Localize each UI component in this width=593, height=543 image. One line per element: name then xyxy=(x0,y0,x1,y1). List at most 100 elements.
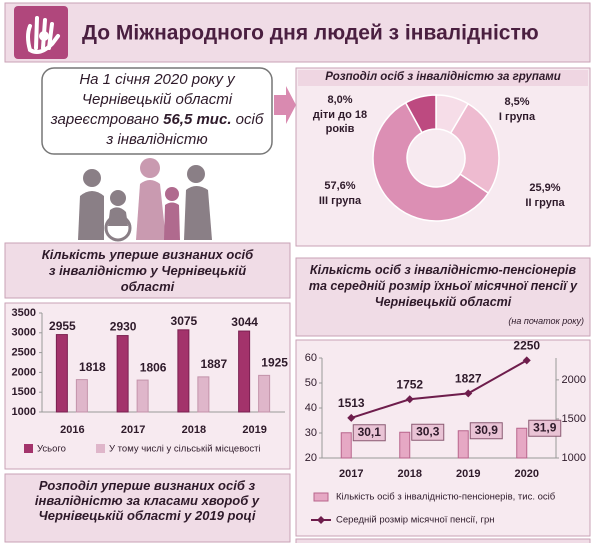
y2-tick-label: 1000 xyxy=(562,452,586,464)
x-tick-label: 2020 xyxy=(515,468,539,480)
y-tick-label: 1500 xyxy=(12,386,36,398)
intro-box xyxy=(41,67,273,155)
pie-category-label: ІІІ група xyxy=(318,195,362,207)
figure-head xyxy=(110,190,126,206)
y2-tick-label: 1500 xyxy=(562,413,586,425)
bar-value-label: 1925 xyxy=(261,356,288,370)
bar xyxy=(75,379,88,413)
y-tick-label: 2000 xyxy=(12,366,36,378)
figure-head xyxy=(165,187,179,201)
illustration xyxy=(78,158,212,242)
pie-slice xyxy=(404,94,437,134)
pie-category-label: діти до 18 років xyxy=(312,109,368,135)
bar-value-label: 30,9 xyxy=(475,423,499,437)
bar-title-panel xyxy=(4,242,291,299)
value-label-box xyxy=(528,419,562,437)
line-value-label: 1752 xyxy=(396,377,423,391)
bar xyxy=(399,431,411,459)
x-tick-label: 2018 xyxy=(398,468,422,480)
x-tick-label: 2018 xyxy=(182,424,206,436)
pie-slice xyxy=(449,102,500,195)
line-marker xyxy=(405,395,414,404)
line xyxy=(350,359,528,419)
pie-title: Розподіл осіб з інвалідністю за групами xyxy=(325,71,561,83)
pie-value-label: 8,5% xyxy=(504,96,530,108)
legend-label: Середній розмір місячної пенсії, грн xyxy=(336,515,494,526)
bar-value-label: 30,3 xyxy=(416,424,440,438)
header-bar xyxy=(4,2,591,63)
bar-value-label: 2955 xyxy=(49,319,76,333)
hand-heart xyxy=(39,31,49,41)
line-marker xyxy=(464,389,473,398)
line-marker xyxy=(347,413,356,422)
line-value-label: 2250 xyxy=(513,339,540,353)
bar-value-label: 1806 xyxy=(140,360,167,374)
value-label-box xyxy=(469,422,503,440)
pie-value-label: 8,0% xyxy=(327,94,353,106)
y-tick-label: 60 xyxy=(305,352,317,364)
wheel xyxy=(104,214,132,242)
figure-head xyxy=(187,165,205,183)
bar xyxy=(258,374,271,413)
y-tick-label: 20 xyxy=(305,452,317,464)
x-tick-label: 2019 xyxy=(456,468,480,480)
x-tick-label: 2019 xyxy=(242,424,266,436)
figure-body xyxy=(136,180,166,240)
bar xyxy=(116,335,129,413)
x-tick-label: 2017 xyxy=(121,424,145,436)
bar-value-label: 1818 xyxy=(79,360,106,374)
y-tick-label: 50 xyxy=(305,377,317,389)
figure-head xyxy=(83,169,101,187)
figure-head xyxy=(140,158,160,178)
bar xyxy=(340,432,352,459)
intro-text: На 1 січня 2020 року у Чернівецькій обла… xyxy=(46,70,268,150)
pie-category-label: І група xyxy=(498,111,536,123)
bar xyxy=(238,330,251,413)
bar xyxy=(457,430,469,459)
legend-label: У тому числі у сільській місцевості xyxy=(109,444,261,455)
x-tick-label: 2017 xyxy=(339,468,363,480)
footer-title: Розподіл уперше визнаних осіб з інвалідн… xyxy=(34,478,260,523)
y-tick-label: 3500 xyxy=(12,307,36,319)
intro-text-before: На 1 січня 2020 року у Чернівецькій обла… xyxy=(50,71,235,128)
value-label-box xyxy=(352,424,386,442)
bar xyxy=(177,329,190,413)
y-tick-label: 3000 xyxy=(12,327,36,339)
intro-text-after: осіб з інвалідністю xyxy=(106,111,264,148)
bar-value-label: 3075 xyxy=(171,314,198,328)
bar-title: Кількість уперше визнаних осіб з інвалід… xyxy=(41,247,254,294)
bar xyxy=(55,334,68,413)
bar-value-label: 3044 xyxy=(231,315,258,329)
bar xyxy=(197,376,210,413)
combo-subtitle: (на початок року) xyxy=(508,316,584,326)
pie-title-bar xyxy=(298,70,588,86)
line-value-label: 1513 xyxy=(338,396,365,410)
pie-value-label: 25,9% xyxy=(529,182,561,194)
arrow xyxy=(274,86,296,124)
y-tick-label: 40 xyxy=(305,402,317,414)
footer-panel xyxy=(4,473,291,543)
intro-highlight: 56,5 тис. xyxy=(163,111,232,128)
pie-slice xyxy=(372,101,490,222)
legend-swatch xyxy=(313,492,329,502)
legend-label: Усього xyxy=(37,444,66,455)
y-tick-label: 30 xyxy=(305,427,317,439)
next-panel xyxy=(295,538,591,543)
figure-body xyxy=(184,186,212,240)
bar-value-label: 30,1 xyxy=(358,425,382,439)
legend-swatch xyxy=(24,444,33,453)
page-title: До Міжнародного дня людей з інвалідністю xyxy=(82,22,539,45)
y-tick-label: 1000 xyxy=(12,406,36,418)
y-tick-label: 2500 xyxy=(12,347,36,359)
line-value-label: 1827 xyxy=(455,372,482,386)
bar-value-label: 1887 xyxy=(201,357,228,371)
figure-body xyxy=(78,191,104,240)
bar-value-label: 31,9 xyxy=(533,420,557,434)
pie-value-label: 57,6% xyxy=(324,180,356,192)
bar xyxy=(136,379,149,413)
y2-tick-label: 2000 xyxy=(562,374,586,386)
pie-category-label: ІІ група xyxy=(525,197,565,209)
x-tick-label: 2016 xyxy=(60,424,84,436)
